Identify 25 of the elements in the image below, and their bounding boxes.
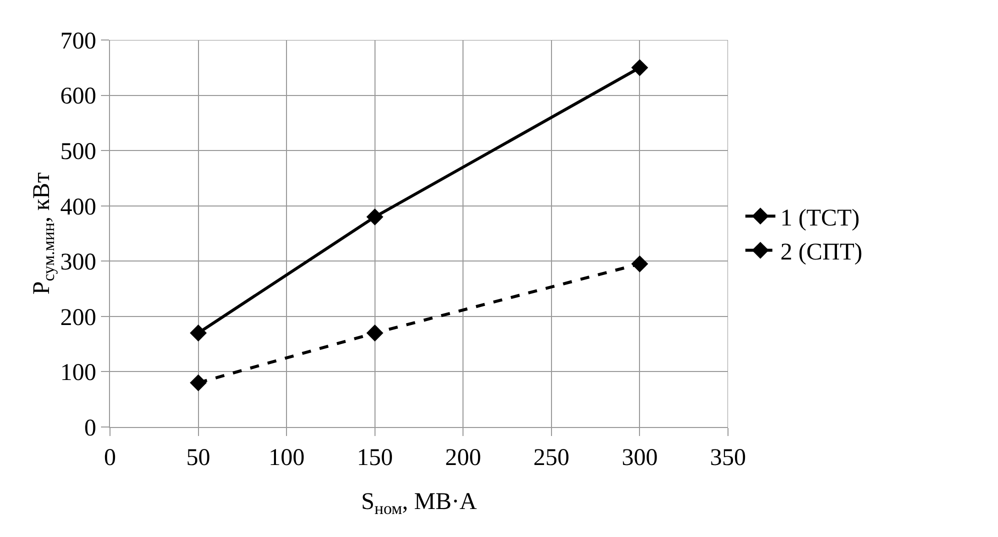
point [631,255,648,272]
x-tick-label: 100 [268,444,305,471]
point [366,208,384,226]
x-tick-label: 50 [186,444,210,471]
legend-label: 2 (СПТ) [780,240,862,266]
y-tick-label: 0 [84,415,96,442]
point [631,59,648,76]
x-tick-label: 150 [356,444,393,471]
y-tick-label: 700 [60,28,96,54]
x-axis-title: S$_{ном}$, МВ·А [361,489,478,518]
x-tick-label: 350 [710,444,746,471]
y-tick-label: 100 [60,360,96,386]
point [190,324,207,342]
point [366,324,384,342]
y-tick-label: 200 [60,304,96,331]
point [190,374,207,392]
y-tick-label: 400 [60,194,96,220]
x-tick-label: 200 [445,444,482,471]
x-tick-label: 0 [104,444,116,471]
x-tick-label: 250 [533,444,570,471]
legend-label: 1 (ТСТ) [780,205,860,232]
x-tick-label: 300 [622,444,658,471]
y-tick-label: 300 [60,250,96,276]
y-tick-label: 600 [60,84,96,110]
y-tick-label: 500 [60,138,96,165]
